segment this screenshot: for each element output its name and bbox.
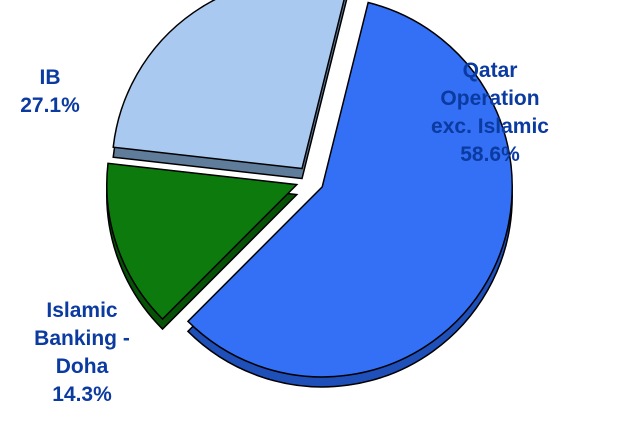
slice-name-line: Doha [55,355,109,378]
slice-name-line: Operation [440,87,540,110]
slice-name-line: exc. Islamic [431,115,549,138]
slice-name-line: Islamic [46,299,118,322]
slice-label-ib: IB 27.1% [0,64,110,120]
slice-name-line: Banking - [34,327,130,350]
slice-label-qatar-operation: Qatar Operation exc. Islamic 58.6% [395,57,585,169]
slice-value-label: 14.3% [52,383,112,406]
slice-name-line: Qatar [462,59,518,82]
pie-slice-qatar-operation-exc-islamic [186,1,513,378]
pie-slice-islamic-banking-doha [106,162,299,321]
pie-slice-ib [112,0,345,170]
slice-label-islamic-banking-doha: Islamic Banking - Doha 14.3% [7,297,157,409]
slice-name-line: IB [39,66,61,89]
slice-value-label: 27.1% [20,94,80,117]
slice-value-label: 58.6% [460,143,520,166]
pie-top-layer [106,0,513,378]
